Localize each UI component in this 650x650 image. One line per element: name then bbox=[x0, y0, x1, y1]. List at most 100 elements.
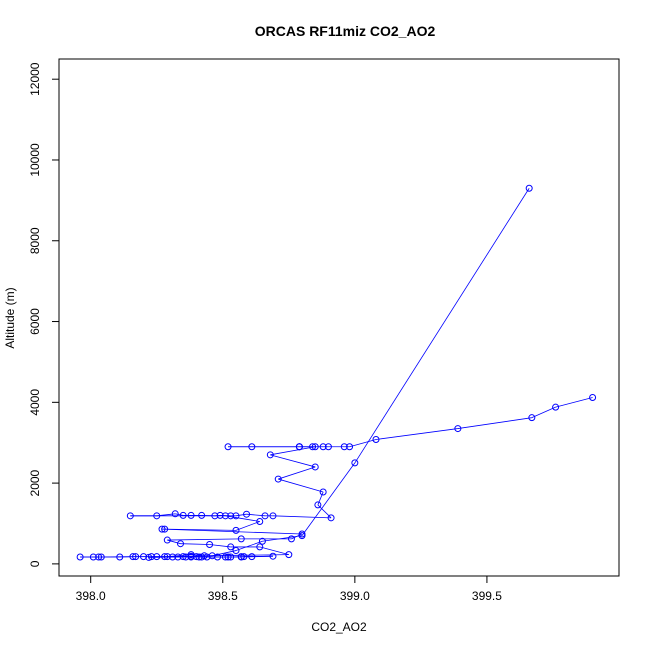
y-tick-label: 0 bbox=[28, 560, 42, 567]
data-point bbox=[287, 535, 295, 543]
data-point bbox=[213, 553, 221, 561]
data-point bbox=[161, 553, 169, 561]
data-point bbox=[319, 443, 327, 451]
data-point bbox=[179, 553, 187, 561]
data-point bbox=[285, 551, 293, 559]
data-point bbox=[224, 443, 232, 451]
data-point bbox=[179, 511, 187, 519]
series-segment bbox=[354, 188, 530, 464]
data-point bbox=[258, 537, 266, 545]
data-point bbox=[269, 512, 277, 520]
series-segment bbox=[180, 543, 210, 545]
data-point bbox=[187, 552, 195, 560]
data-point bbox=[237, 553, 245, 561]
data-point bbox=[198, 553, 206, 561]
y-tick-label: 12000 bbox=[28, 62, 42, 96]
data-point bbox=[240, 553, 248, 561]
data-point bbox=[76, 553, 84, 561]
data-point bbox=[256, 517, 264, 525]
data-point bbox=[309, 443, 317, 451]
data-point bbox=[174, 553, 182, 561]
data-point bbox=[126, 512, 134, 520]
data-point bbox=[89, 553, 97, 561]
data-point bbox=[182, 553, 190, 561]
data-point bbox=[211, 512, 219, 520]
data-point bbox=[227, 543, 235, 551]
data-point bbox=[256, 543, 264, 551]
series-segment bbox=[555, 397, 593, 408]
data-point bbox=[161, 525, 169, 533]
data-point bbox=[314, 501, 322, 509]
data-point bbox=[269, 552, 277, 560]
data-point bbox=[298, 532, 306, 540]
data-point bbox=[311, 463, 319, 471]
data-point bbox=[187, 511, 195, 519]
data-point bbox=[274, 475, 282, 483]
series-segment bbox=[349, 439, 377, 448]
series-segment bbox=[167, 538, 242, 541]
series-segment bbox=[278, 478, 324, 493]
data-point bbox=[372, 435, 380, 443]
data-point bbox=[177, 540, 185, 548]
data-point bbox=[351, 459, 359, 467]
series-segment bbox=[270, 454, 316, 468]
series-segment bbox=[235, 513, 247, 517]
data-point bbox=[97, 553, 105, 561]
data-point bbox=[324, 443, 332, 451]
series-segment bbox=[225, 515, 260, 522]
series-segment bbox=[457, 417, 532, 429]
data-point bbox=[319, 488, 327, 496]
data-point bbox=[227, 512, 235, 520]
data-point bbox=[163, 536, 171, 544]
series-segment bbox=[375, 428, 458, 440]
data-point bbox=[311, 443, 319, 451]
data-point bbox=[95, 553, 103, 561]
data-point bbox=[232, 547, 240, 555]
plot-frame bbox=[58, 58, 620, 577]
x-tick-label: 398.0 bbox=[76, 589, 106, 603]
data-point bbox=[140, 553, 148, 561]
series-segment bbox=[317, 491, 324, 506]
data-point bbox=[145, 553, 153, 561]
data-point bbox=[248, 553, 256, 561]
y-tick-label: 10000 bbox=[28, 143, 42, 177]
data-series bbox=[76, 184, 597, 561]
data-point bbox=[224, 553, 232, 561]
data-point bbox=[248, 443, 256, 451]
data-point bbox=[528, 414, 536, 422]
data-point bbox=[129, 553, 137, 561]
y-tick-label: 8000 bbox=[28, 227, 42, 254]
data-point bbox=[327, 514, 335, 522]
y-axis-label: Altitude (m) bbox=[3, 287, 17, 348]
data-point bbox=[153, 553, 161, 561]
data-point bbox=[192, 553, 200, 561]
data-point bbox=[116, 553, 124, 561]
data-point bbox=[221, 553, 229, 561]
data-point bbox=[340, 443, 348, 451]
data-point bbox=[589, 393, 597, 401]
data-point bbox=[203, 553, 211, 561]
data-point bbox=[132, 553, 140, 561]
series-segment bbox=[235, 540, 263, 551]
data-point bbox=[158, 525, 166, 533]
series-segment bbox=[209, 544, 231, 548]
data-point bbox=[243, 510, 251, 518]
data-point bbox=[153, 512, 161, 520]
series-segment bbox=[259, 546, 289, 555]
series-segment bbox=[278, 466, 316, 480]
data-point bbox=[261, 512, 269, 520]
x-tick-label: 399.5 bbox=[472, 589, 502, 603]
series-segment bbox=[167, 539, 181, 545]
data-point bbox=[221, 512, 229, 520]
series-segment bbox=[162, 528, 303, 535]
y-axis: 0 2000 4000 6000 8000 10000 12000 bbox=[28, 62, 60, 567]
series-segment bbox=[272, 515, 332, 519]
data-point bbox=[198, 511, 206, 519]
data-point bbox=[206, 540, 214, 548]
x-tick-label: 398.5 bbox=[208, 589, 238, 603]
data-point bbox=[237, 535, 245, 543]
series-segment bbox=[301, 462, 356, 536]
series-segment bbox=[531, 406, 556, 419]
series-segment bbox=[235, 521, 260, 531]
